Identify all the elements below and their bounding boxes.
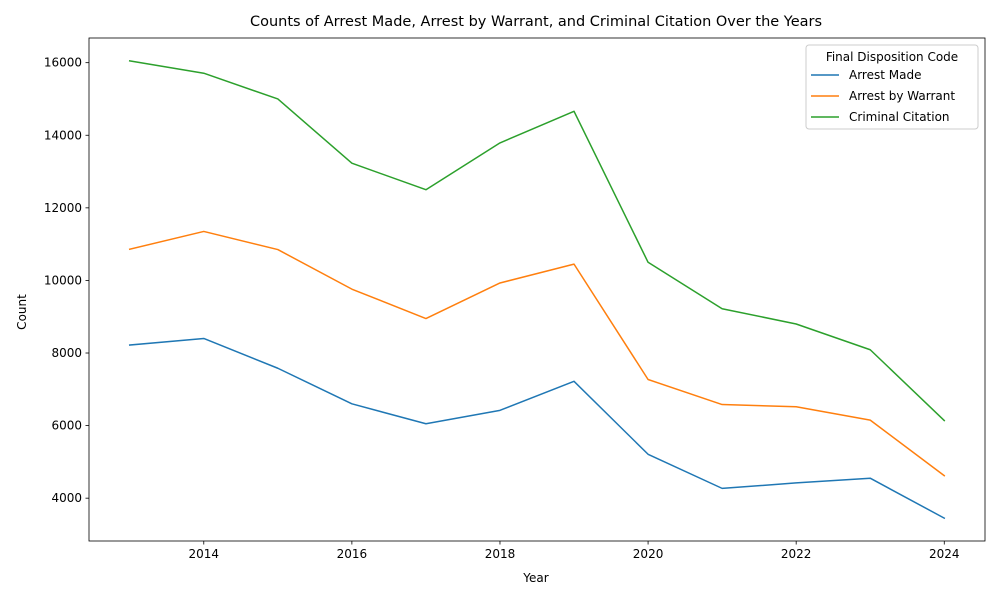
series-line-2 (128, 230, 946, 477)
legend-label-1: Arrest Made (849, 68, 921, 82)
y-tick-label: 16000 (44, 56, 82, 70)
legend-box (805, 44, 979, 130)
legend-title: Final Disposition Code (826, 50, 958, 64)
y-axis-label: Count (15, 294, 29, 330)
x-tick-label: 2018 (485, 547, 516, 561)
x-tick-label: 2016 (337, 547, 368, 561)
y-tick-label: 4000 (51, 491, 82, 505)
y-tick-label: 10000 (44, 273, 82, 287)
legend-label-3: Criminal Citation (849, 110, 950, 124)
legend: Final Disposition Code Arrest Made Arrest … (805, 44, 979, 130)
y-tick-label: 8000 (51, 346, 82, 360)
plot-frame (88, 37, 986, 542)
x-tick-label: 2022 (781, 547, 812, 561)
chart-title: Counts of Arrest Made, Arrest by Warrant… (250, 14, 822, 30)
x-tick-label: 2024 (929, 547, 960, 561)
y-tick-label: 6000 (51, 419, 82, 433)
y-tick-label: 12000 (44, 201, 82, 215)
y-tick-label: 14000 (44, 128, 82, 142)
x-axis-label: Year (522, 571, 548, 585)
series-line-3 (128, 59, 946, 422)
x-tick-label: 2020 (633, 547, 664, 561)
series-line-1 (128, 337, 946, 520)
x-tick-label: 2014 (189, 547, 220, 561)
legend-label-2: Arrest by Warrant (849, 89, 955, 103)
